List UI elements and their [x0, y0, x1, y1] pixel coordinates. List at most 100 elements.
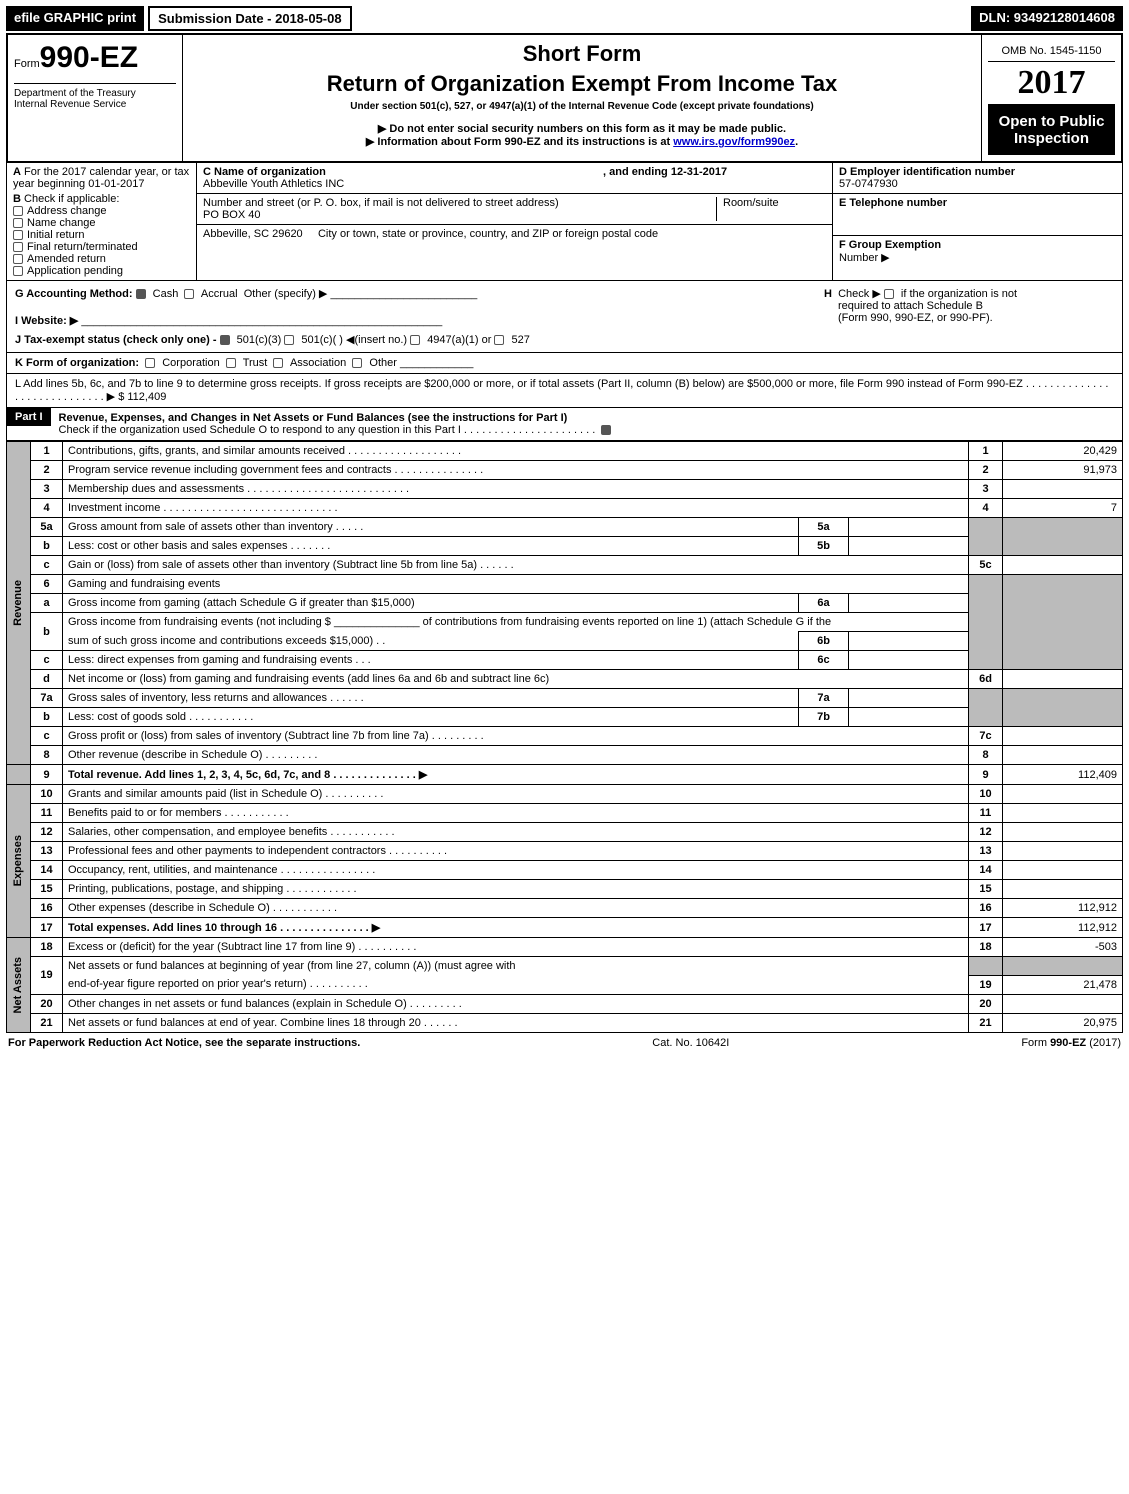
table-row: 17Total expenses. Add lines 10 through 1…: [7, 918, 1123, 938]
checkbox-application-pending[interactable]: [13, 266, 23, 276]
table-row: Net Assets 18Excess or (deficit) for the…: [7, 938, 1123, 957]
checkbox-accrual[interactable]: [184, 289, 194, 299]
dept-treasury: Department of the Treasury: [14, 88, 176, 99]
l-line: L Add lines 5b, 6c, and 7b to line 9 to …: [7, 373, 1122, 407]
open-line2: Inspection: [990, 130, 1113, 147]
g-accrual: Accrual: [201, 288, 238, 300]
checkbox-h[interactable]: [884, 289, 894, 299]
checkbox-4947[interactable]: [410, 335, 420, 345]
checkbox-trust[interactable]: [226, 358, 236, 368]
b-address-change: Address change: [27, 205, 107, 217]
k-other: Other: [369, 357, 397, 369]
form-notes: ▶ Do not enter social security numbers o…: [193, 122, 971, 148]
part1-check-line: Check if the organization used Schedule …: [59, 424, 596, 436]
h-check: Check ▶: [838, 288, 881, 300]
j-label: J Tax-exempt status (check only one) -: [15, 334, 217, 346]
c-street-label: Number and street (or P. O. box, if mail…: [203, 197, 559, 209]
c-row-street: Number and street (or P. O. box, if mail…: [197, 194, 832, 225]
part1-title: Revenue, Expenses, and Changes in Net As…: [59, 412, 568, 424]
table-row: bLess: cost or other basis and sales exp…: [7, 537, 1123, 556]
k-trust: Trust: [243, 357, 268, 369]
checkbox-amended-return[interactable]: [13, 254, 23, 264]
checkbox-name-change[interactable]: [13, 218, 23, 228]
table-row: 11Benefits paid to or for members . . . …: [7, 804, 1123, 823]
org-street: PO BOX 40: [203, 209, 260, 221]
part1-header: Part I Revenue, Expenses, and Changes in…: [6, 408, 1123, 441]
g-line: G Accounting Method: Cash Accrual Other …: [15, 287, 824, 300]
dln-badge: DLN: 93492128014608: [971, 6, 1123, 31]
checkbox-cash[interactable]: [136, 289, 146, 299]
line-num: 1: [31, 442, 63, 461]
g-left: G Accounting Method: Cash Accrual Other …: [15, 287, 824, 346]
checkbox-schedule-o[interactable]: [601, 425, 611, 435]
footer-right-post: (2017): [1086, 1037, 1121, 1049]
page-footer: For Paperwork Reduction Act Notice, see …: [6, 1033, 1123, 1053]
table-row: 14Occupancy, rent, utilities, and mainte…: [7, 861, 1123, 880]
form-header: Form990-EZ Department of the Treasury In…: [6, 33, 1123, 163]
b-name-change: Name change: [27, 217, 96, 229]
footer-form-ref: Form 990-EZ (2017): [1021, 1037, 1121, 1049]
table-row: cGross profit or (loss) from sales of in…: [7, 727, 1123, 746]
f-label2: Number ▶: [839, 252, 890, 264]
section-abcdef: A For the 2017 calendar year, or tax yea…: [6, 163, 1123, 281]
h-block: H Check ▶ if the organization is not req…: [824, 287, 1114, 346]
h-text2: if the organization is not: [901, 288, 1017, 300]
table-row: 19Net assets or fund balances at beginni…: [7, 957, 1123, 976]
checkbox-corporation[interactable]: [145, 358, 155, 368]
table-row: Expenses 10Grants and similar amounts pa…: [7, 785, 1123, 804]
submission-date: Submission Date - 2018-05-08: [148, 6, 352, 31]
org-name: Abbeville Youth Athletics INC: [203, 178, 344, 190]
section-b-checkboxes: A For the 2017 calendar year, or tax yea…: [7, 163, 197, 280]
k-assoc: Association: [290, 357, 346, 369]
checkbox-association[interactable]: [273, 358, 283, 368]
header-left: Form990-EZ Department of the Treasury In…: [8, 35, 183, 161]
checkbox-527[interactable]: [494, 335, 504, 345]
header-right: OMB No. 1545-1150 2017 Open to Public In…: [981, 35, 1121, 161]
checkbox-501c3[interactable]: [220, 335, 230, 345]
line-amount: 20,429: [1003, 442, 1123, 461]
table-row: 9Total revenue. Add lines 1, 2, 3, 4, 5c…: [7, 765, 1123, 785]
form-number: Form990-EZ: [14, 41, 176, 75]
form-title: Return of Organization Exempt From Incom…: [193, 71, 971, 97]
table-row: 8Other revenue (describe in Schedule O) …: [7, 746, 1123, 765]
ein-value: 57-0747930: [839, 178, 898, 190]
checkbox-address-change[interactable]: [13, 206, 23, 216]
dept-irs: Internal Revenue Service: [14, 99, 176, 110]
b-initial-return: Initial return: [27, 229, 84, 241]
b-amended-return: Amended return: [27, 253, 106, 265]
footer-right-pre: Form: [1021, 1037, 1050, 1049]
header-center: Short Form Return of Organization Exempt…: [183, 35, 981, 161]
f-label: F Group Exemption: [839, 239, 941, 251]
omb-number: OMB No. 1545-1150: [988, 41, 1115, 62]
open-to-public: Open to Public Inspection: [988, 105, 1115, 155]
e-block: E Telephone number: [833, 194, 1122, 236]
e-label: E Telephone number: [839, 197, 947, 209]
section-def: D Employer identification number 57-0747…: [832, 163, 1122, 280]
table-row: dNet income or (loss) from gaming and fu…: [7, 670, 1123, 689]
section-ghij: G Accounting Method: Cash Accrual Other …: [6, 281, 1123, 353]
table-row: 6Gaming and fundraising events: [7, 575, 1123, 594]
note-ssn: ▶ Do not enter social security numbers o…: [193, 122, 971, 135]
checkbox-501c[interactable]: [284, 335, 294, 345]
table-row: cGain or (loss) from sale of assets othe…: [7, 556, 1123, 575]
table-row: sum of such gross income and contributio…: [7, 632, 1123, 651]
table-row: 16Other expenses (describe in Schedule O…: [7, 899, 1123, 918]
efile-print-badge: efile GRAPHIC print: [6, 6, 144, 31]
note-info-post: .: [795, 136, 798, 148]
checkbox-other-org[interactable]: [352, 358, 362, 368]
j-line: J Tax-exempt status (check only one) - 5…: [15, 333, 824, 346]
form-instructions-link[interactable]: www.irs.gov/form990ez: [673, 136, 795, 148]
k-corp: Corporation: [162, 357, 219, 369]
j-527: 527: [512, 334, 530, 346]
g-other: Other (specify) ▶: [244, 288, 328, 300]
section-kl: K Form of organization: Corporation Trus…: [6, 353, 1123, 408]
line-ref: 1: [969, 442, 1003, 461]
note-info-pre: ▶ Information about Form 990-EZ and its …: [366, 136, 673, 148]
table-row: bGross income from fundraising events (n…: [7, 613, 1123, 632]
c-name-label: C Name of organization: [203, 166, 326, 178]
b-final-return: Final return/terminated: [27, 241, 138, 253]
checkbox-final-return[interactable]: [13, 242, 23, 252]
net-assets-section-label: Net Assets: [7, 938, 31, 1033]
checkbox-initial-return[interactable]: [13, 230, 23, 240]
table-row: 7aGross sales of inventory, less returns…: [7, 689, 1123, 708]
